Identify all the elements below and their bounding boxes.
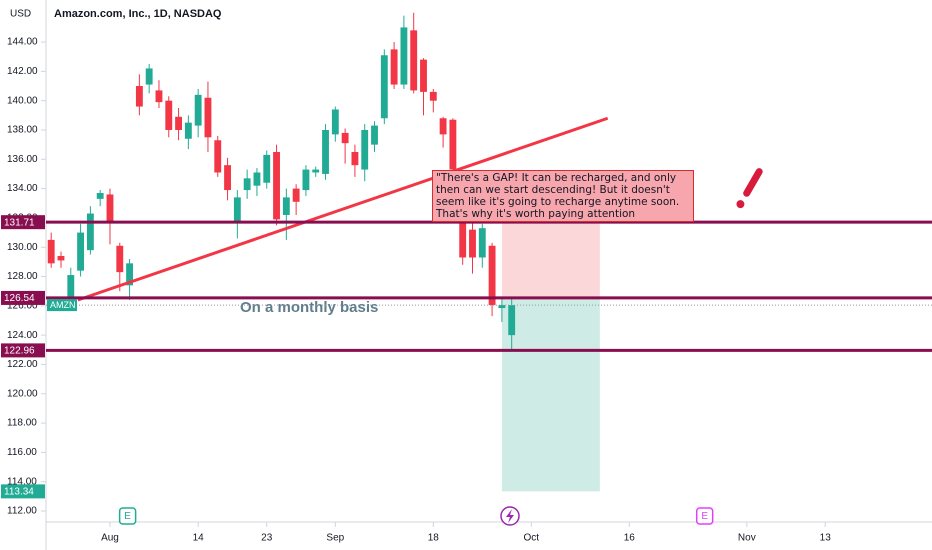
candle-body (116, 245, 124, 273)
candle-body (224, 165, 231, 191)
candle-body (361, 129, 369, 170)
chart-title: Amazon.com, Inc., 1D, NASDAQ (54, 8, 222, 20)
x-tick-label: 23 (261, 533, 273, 544)
candle-body (478, 228, 486, 258)
x-tick-label: Sep (326, 533, 344, 544)
level-label-bg (1, 290, 45, 305)
x-tick-label: Oct (523, 533, 539, 544)
candle-body (312, 169, 320, 173)
candle-body (488, 245, 496, 306)
candle-body (302, 169, 310, 191)
event-label: E (701, 511, 708, 522)
candle-body (155, 90, 163, 103)
event-icon (118, 507, 137, 525)
y-tick-label: 138.00 (7, 125, 38, 136)
target-label-bg (1, 484, 45, 499)
candle-body (47, 239, 55, 264)
y-tick-label: 126.00 (7, 300, 38, 311)
candle-body (420, 59, 427, 92)
candle-body (292, 188, 300, 202)
target-zone (501, 297, 600, 492)
candle-body (184, 122, 192, 139)
candle-body (498, 305, 506, 309)
candle-body (459, 214, 467, 258)
candle-body (449, 119, 457, 170)
callout: "There's a GAP! It can be recharged, and… (432, 170, 694, 222)
candle-body (508, 305, 516, 336)
x-tick-label: Aug (101, 533, 119, 544)
candle-body (253, 172, 261, 186)
candle-body (126, 263, 134, 286)
event-label: E (124, 511, 131, 522)
candle-body (194, 94, 202, 126)
candle-body (400, 27, 408, 85)
symbol-label: AMZN (50, 300, 76, 310)
candle-body (429, 91, 437, 101)
y-tick-label: 144.00 (7, 37, 38, 48)
x-tick-label: Nov (738, 533, 756, 544)
dividend-icon (500, 506, 520, 526)
candle-body (351, 151, 359, 166)
level-label: 131.71 (4, 217, 35, 228)
candle-body (165, 100, 173, 130)
candle-body (77, 232, 85, 271)
candle-body (322, 129, 329, 174)
target-label: 113.34 (4, 487, 34, 498)
note: On a monthly basis (240, 299, 378, 316)
y-tick-label: 136.00 (7, 154, 38, 165)
candle-body (273, 151, 280, 220)
candle-body (390, 49, 398, 85)
candle-body (371, 125, 378, 145)
level-label-bg (1, 343, 45, 358)
y-tick-label: 124.00 (7, 330, 38, 341)
candle-body (341, 132, 349, 144)
candle-body (145, 68, 153, 85)
candle-body (57, 256, 65, 261)
candle-body (243, 178, 251, 191)
candle-body (469, 229, 476, 258)
level-label-bg (1, 215, 45, 230)
candle-body (135, 86, 143, 107)
y-tick-label: 122.00 (7, 359, 38, 370)
candle-body (67, 275, 75, 298)
currency: USD (10, 9, 31, 20)
candle-body (233, 197, 241, 223)
candle-body (106, 194, 114, 223)
stop-zone (501, 222, 600, 298)
y-tick-label: 142.00 (7, 66, 38, 77)
y-tick-label: 130.00 (7, 242, 38, 253)
y-tick-label: 140.00 (7, 95, 38, 106)
candle-body (96, 193, 104, 199)
y-tick-label: 114.00 (7, 476, 37, 487)
trend-line (77, 116, 609, 302)
candle-body (439, 118, 447, 135)
x-tick-label: 13 (820, 533, 832, 544)
x-tick-label: 18 (428, 533, 440, 544)
y-tick-label: 118.00 (7, 418, 37, 429)
event-icon (695, 507, 714, 525)
candle-body (204, 97, 212, 138)
candle-body (282, 197, 290, 215)
symbol-label-bg (47, 299, 77, 312)
level-label: 122.96 (4, 346, 35, 357)
candle-body (263, 154, 271, 183)
y-tick-label: 128.00 (7, 271, 38, 282)
y-tick-label: 116.00 (7, 447, 37, 458)
x-tick-label: 14 (193, 533, 205, 544)
candle-body (214, 140, 222, 173)
candle-body (331, 109, 339, 135)
x-tick-label: 16 (624, 533, 636, 544)
y-tick-label: 120.00 (7, 388, 38, 399)
y-tick-label: 112.00 (7, 506, 37, 517)
candle-body (86, 213, 94, 251)
level-label: 126.54 (4, 293, 35, 304)
candle-body (175, 116, 182, 130)
candle-body (380, 55, 388, 119)
exclamation (736, 168, 763, 209)
y-tick-label: 134.00 (7, 183, 38, 194)
candle-body (410, 30, 418, 91)
